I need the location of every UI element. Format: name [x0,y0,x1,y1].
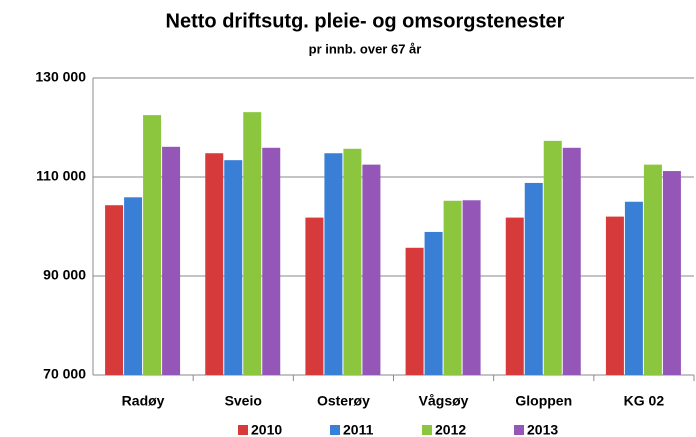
legend-swatch [514,425,524,435]
y-tick-label: 90 000 [43,267,86,283]
bar [105,205,124,375]
bar [362,164,381,375]
bar [243,112,262,375]
bar [443,200,462,375]
chart-title: Netto driftsutg. pleie- og omsorgstenest… [166,10,565,32]
x-tick-label: Gloppen [515,393,572,409]
bar [624,201,643,375]
x-tick-label: Vågsøy [419,393,469,409]
bar [224,160,243,375]
legend-swatch [238,425,248,435]
bar [462,200,481,375]
bar [324,153,343,375]
bar [143,115,162,375]
y-tick-label: 110 000 [36,168,86,184]
bar [424,231,443,375]
legend-swatch [422,425,432,435]
chart-subtitle: pr innb. over 67 år [309,41,422,56]
y-tick-label: 70 000 [43,366,86,382]
x-tick-label: Sveio [225,393,262,409]
bar [524,182,543,375]
y-tick-label: 130 000 [35,69,86,85]
bar [662,171,681,375]
bar [162,146,181,375]
bar [505,217,524,375]
x-tick-label: Radøy [122,393,165,409]
bar [262,147,281,375]
x-tick-label: KG 02 [624,393,665,409]
legend-label: 2012 [435,422,466,437]
bar [305,217,324,375]
bar [643,164,662,375]
bar [405,247,424,375]
bar [124,197,143,375]
x-tick-label: Osterøy [317,393,370,409]
bar [605,216,624,375]
legend-label: 2010 [251,422,282,437]
legend-label: 2011 [343,422,374,437]
bar [343,148,362,375]
legend-swatch [330,425,340,435]
bar [205,153,224,375]
bar [543,140,562,375]
legend-label: 2013 [527,422,558,437]
bar [562,147,581,375]
